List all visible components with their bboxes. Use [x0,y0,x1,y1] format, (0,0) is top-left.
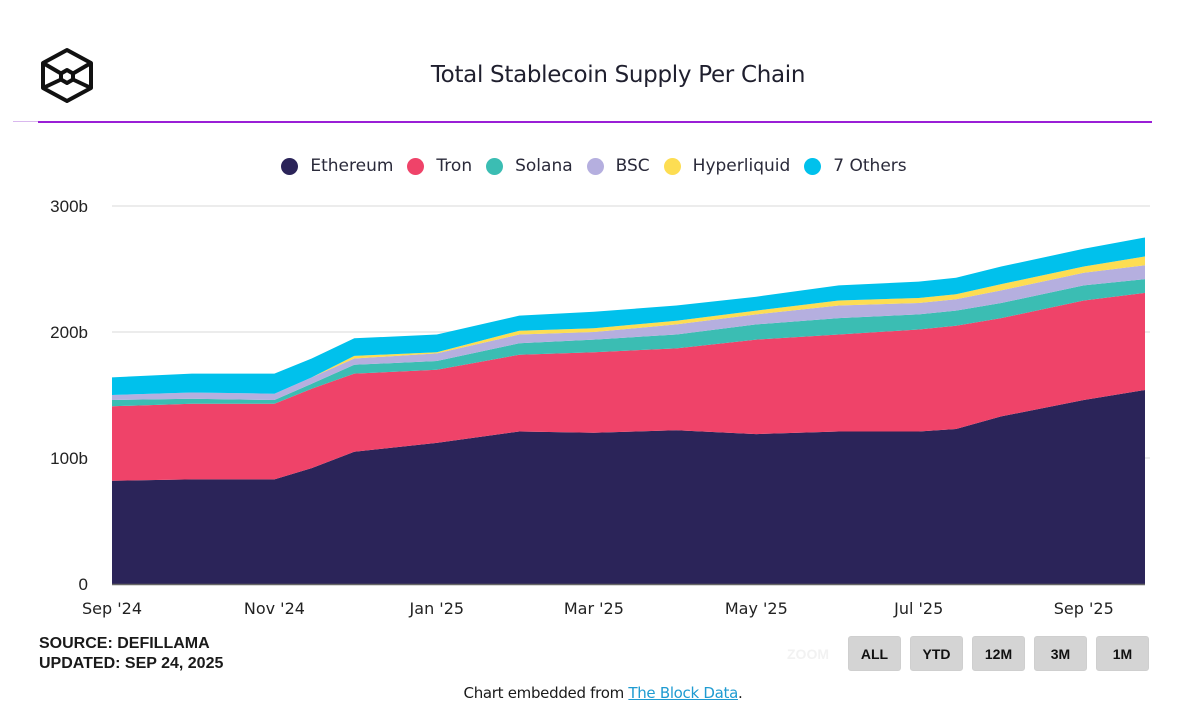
x-tick-label: May '25 [725,599,788,618]
zoom-1m-button[interactable]: 1M [1096,636,1149,671]
legend-item-others[interactable]: 7 Others [804,156,907,176]
the-block-logo-icon [41,48,93,103]
legend-dot-icon [804,157,822,175]
y-tick-label: 200b [50,323,88,342]
source-info: SOURCE: DEFILLAMA UPDATED: SEP 24, 2025 [39,634,223,674]
x-tick-label: Jul '25 [893,599,943,618]
legend-dot-icon [407,157,425,175]
zoom-label: ZOOM [787,646,829,662]
area-ethereum[interactable] [112,390,1145,584]
area-bsc[interactable] [112,265,1145,400]
x-tick-label: Mar '25 [564,599,624,618]
chart-legend: Ethereum Tron Solana BSC Hyperliquid 7 O… [0,156,1188,176]
legend-item-hyperliquid[interactable]: Hyperliquid [663,156,791,176]
legend-item-ethereum[interactable]: Ethereum [281,156,393,176]
zoom-all-button[interactable]: ALL [848,636,901,671]
legend-label: 7 Others [833,156,907,176]
legend-dot-icon [281,157,299,175]
x-tick-label: Sep '24 [82,599,142,618]
legend-label: BSC [615,156,650,176]
footer-suffix: . [737,684,743,702]
zoom-3m-button[interactable]: 3M [1034,636,1087,671]
x-tick-label: Nov '24 [244,599,305,618]
source-label: SOURCE: DEFILLAMA [39,635,210,652]
area-hyperliquid[interactable] [112,256,1145,395]
legend-label: Tron [436,156,473,176]
stacked-area-chart: 0 100b 200b 300b Sep '24 Nov '24 Jan '25 Mar '… [50,197,1150,618]
y-tick-label: 300b [50,197,88,216]
x-tick-label: Jan '25 [409,599,465,618]
area-tron[interactable] [112,292,1145,481]
title-divider-faint [13,121,38,122]
the-block-data-link[interactable]: The Block Data [628,684,738,702]
legend-item-bsc[interactable]: BSC [586,156,650,176]
area-solana[interactable] [112,279,1145,407]
x-tick-label: Sep '25 [1054,599,1114,618]
legend-label: Hyperliquid [692,156,791,176]
embed-footer: Chart embedded from The Block Data. [0,684,1188,702]
legend-item-solana[interactable]: Solana [486,156,573,176]
chart-title: Total Stablecoin Supply Per Chain [430,62,806,88]
zoom-ytd-button[interactable]: YTD [910,636,963,671]
legend-dot-icon [586,157,604,175]
zoom-buttons: ALL YTD 12M 3M 1M [848,636,1149,671]
legend-item-tron[interactable]: Tron [407,156,472,176]
y-tick-label: 100b [50,449,88,468]
legend-label: Solana [515,156,573,176]
footer-prefix: Chart embedded from [463,684,629,702]
title-divider [38,121,1152,123]
updated-label: UPDATED: SEP 24, 2025 [39,655,224,672]
legend-dot-icon [663,157,681,175]
legend-label: Ethereum [310,156,394,176]
area-7-others[interactable] [112,237,1145,396]
legend-dot-icon [486,157,504,175]
zoom-12m-button[interactable]: 12M [972,636,1025,671]
y-tick-label: 0 [79,575,88,594]
